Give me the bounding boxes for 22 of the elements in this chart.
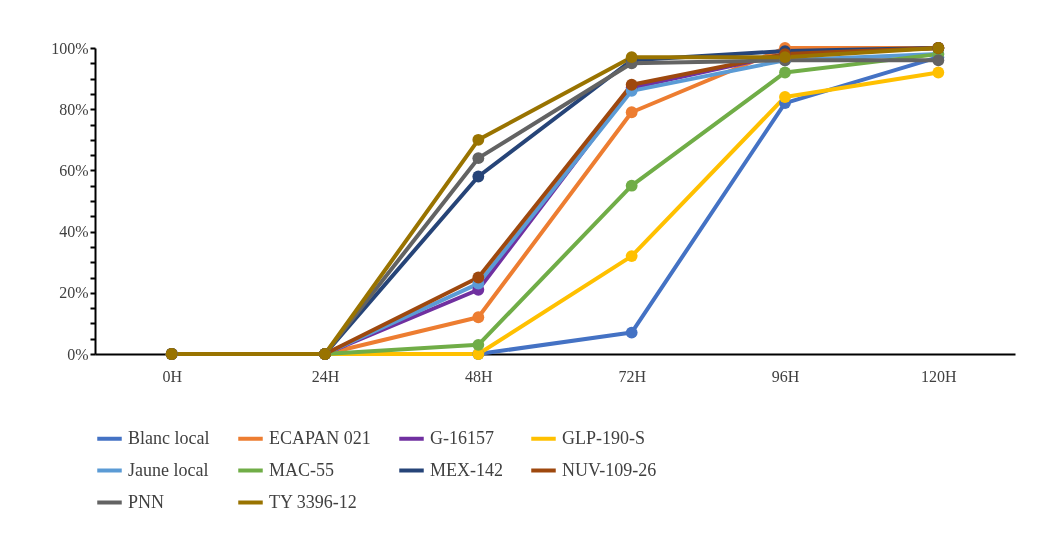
y-tick-label: 80% [59, 100, 89, 118]
legend-label: MEX-142 [430, 459, 503, 480]
y-tick-label: 60% [59, 161, 89, 179]
legend-label: TY 3396-12 [269, 491, 357, 512]
legend-label: ECAPAN 021 [269, 427, 371, 448]
legend-label: PNN [128, 491, 165, 512]
x-tick-label: 0H [162, 367, 183, 385]
y-tick-label: 40% [59, 223, 89, 241]
legend-label: Jaune local [128, 459, 209, 480]
legend-label: NUV-109-26 [562, 459, 657, 480]
x-tick-label: 48H [465, 367, 494, 385]
x-tick-label: 120H [921, 367, 958, 385]
legend-label: GLP-190-S [562, 427, 646, 448]
legend-label: Blanc local [128, 427, 210, 448]
x-tick-label: 24H [311, 367, 340, 385]
legend-label: G-16157 [430, 427, 494, 448]
y-tick-label: 20% [59, 284, 89, 302]
legend-label: MAC-55 [269, 459, 335, 480]
y-tick-label: 100% [51, 39, 89, 57]
x-tick-label: 96H [771, 367, 800, 385]
y-tick-label: 0% [67, 345, 89, 363]
x-tick-label: 72H [618, 367, 647, 385]
